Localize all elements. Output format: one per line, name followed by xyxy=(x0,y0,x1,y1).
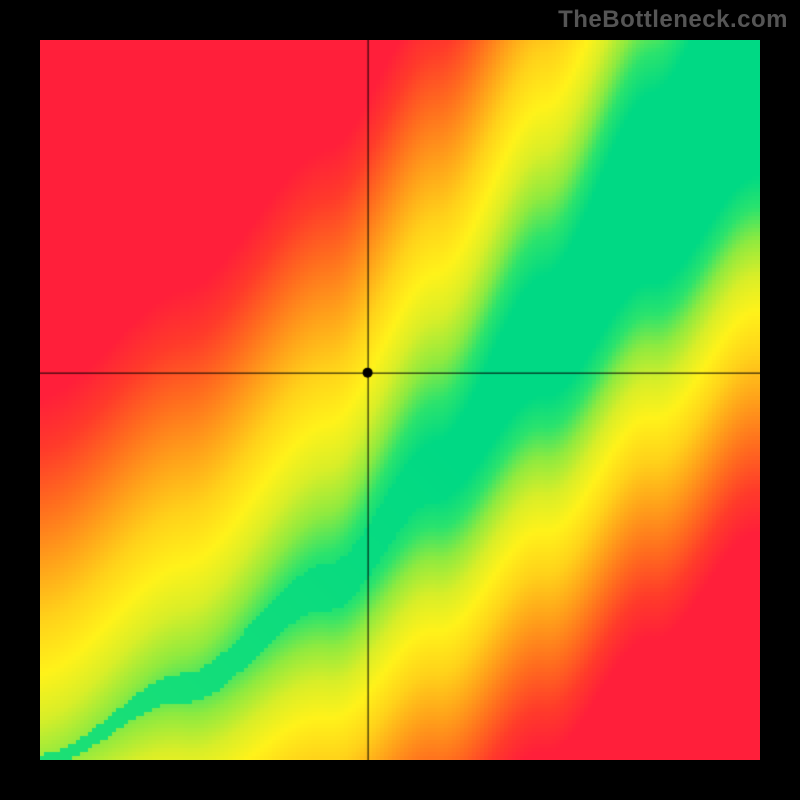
watermark-text: TheBottleneck.com xyxy=(558,6,788,34)
figure-container: TheBottleneck.com xyxy=(0,0,800,800)
bottleneck-heatmap xyxy=(40,40,760,760)
